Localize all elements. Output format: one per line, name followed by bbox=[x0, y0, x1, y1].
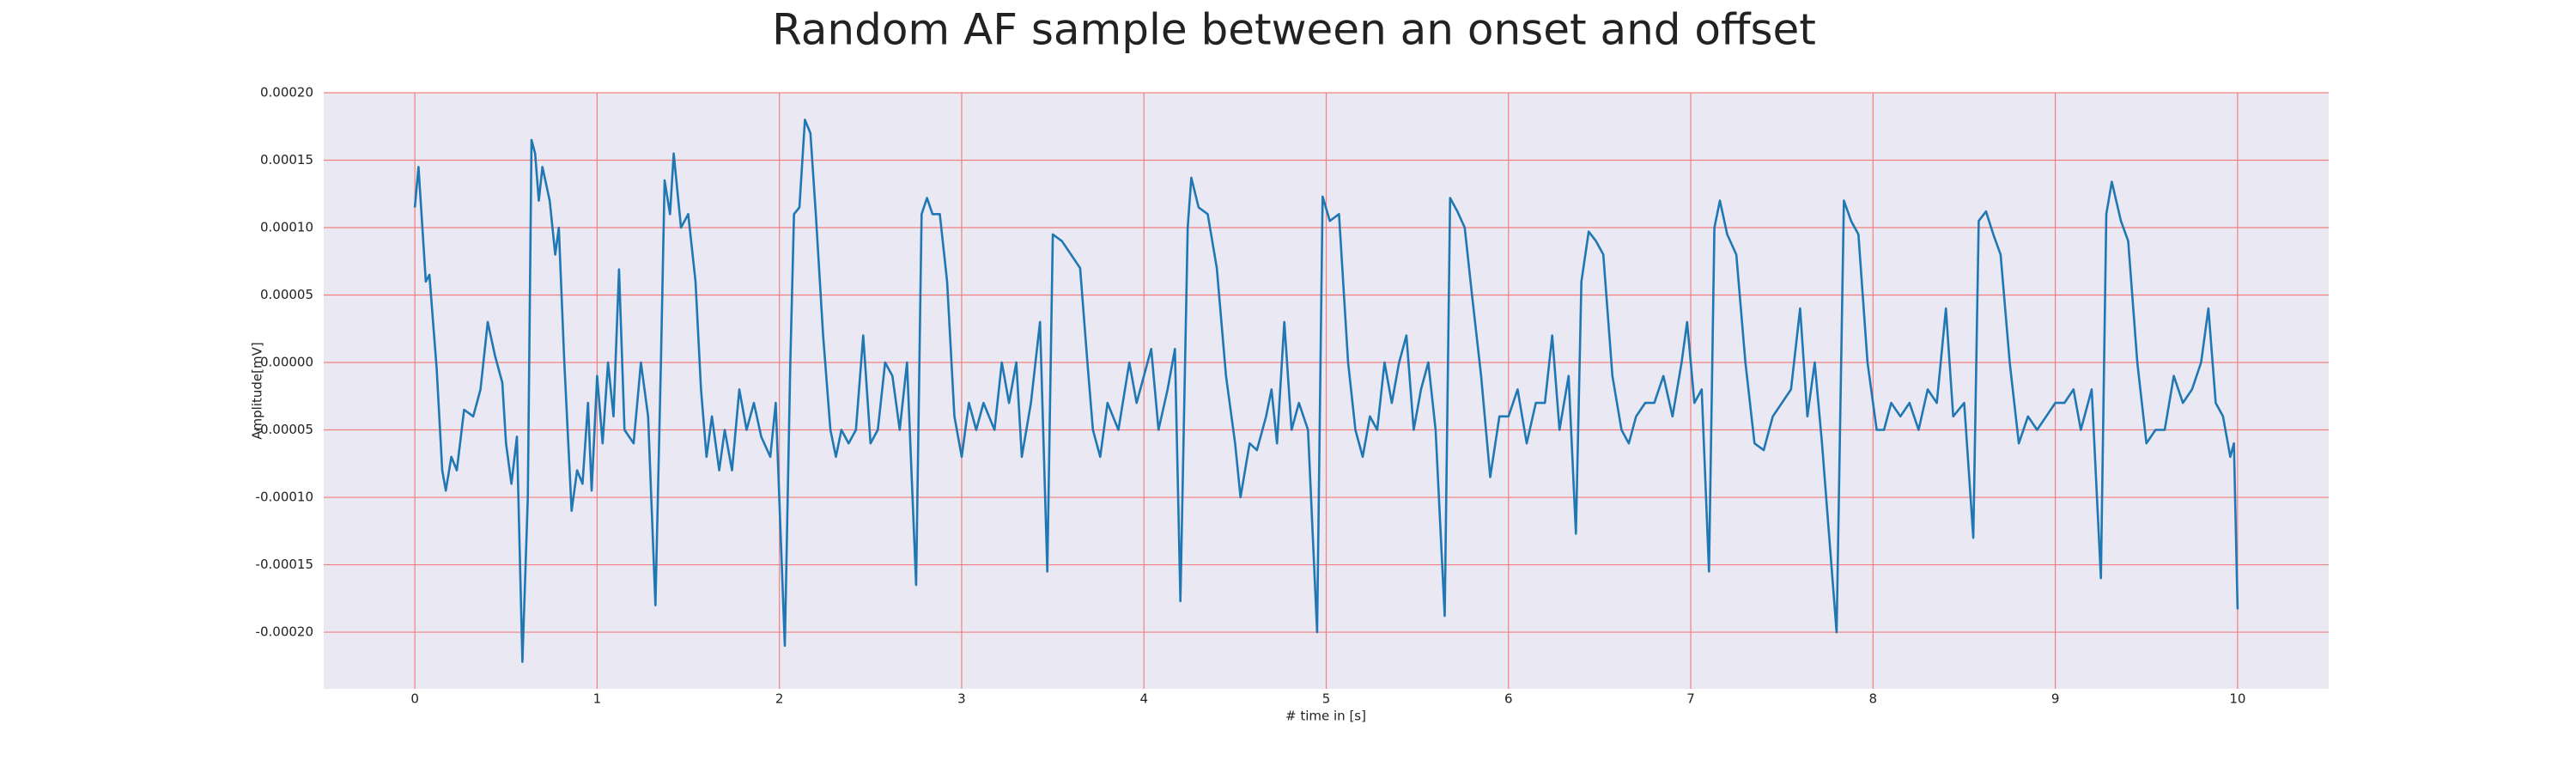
data-line bbox=[413, 119, 2239, 663]
x-tick-label: 9 bbox=[2051, 691, 2060, 707]
y-tick-label: -0.00010 bbox=[256, 490, 313, 505]
x-tick-label: 3 bbox=[957, 691, 966, 707]
x-tick-label: 1 bbox=[593, 691, 602, 707]
y-tick-label: 0.00020 bbox=[260, 85, 313, 100]
y-tick-label: 0.00000 bbox=[260, 355, 313, 370]
x-tick-label: 10 bbox=[2229, 691, 2245, 707]
y-tick-label: 0.00015 bbox=[260, 152, 313, 167]
x-tick-label: 5 bbox=[1322, 691, 1331, 707]
x-tick-label: 6 bbox=[1504, 691, 1513, 707]
y-tick-label: -0.00020 bbox=[256, 624, 313, 640]
x-axis-label: # time in [s] bbox=[1285, 709, 1366, 724]
chart-title: Random AF sample between an onset and of… bbox=[772, 5, 1816, 55]
x-tick-label: 7 bbox=[1686, 691, 1695, 707]
y-tick-label: 0.00010 bbox=[260, 220, 313, 235]
y-axis-label: Amplitude[mV] bbox=[250, 342, 265, 439]
x-tick-label: 8 bbox=[1869, 691, 1878, 707]
y-tick-label: -0.00015 bbox=[256, 557, 313, 572]
x-tick-label: 4 bbox=[1139, 691, 1148, 707]
x-tick-label: 2 bbox=[775, 691, 784, 707]
y-tick-label: 0.00005 bbox=[260, 287, 313, 302]
y-tick-label: -0.00005 bbox=[256, 422, 313, 437]
x-tick-label: 0 bbox=[410, 691, 419, 707]
